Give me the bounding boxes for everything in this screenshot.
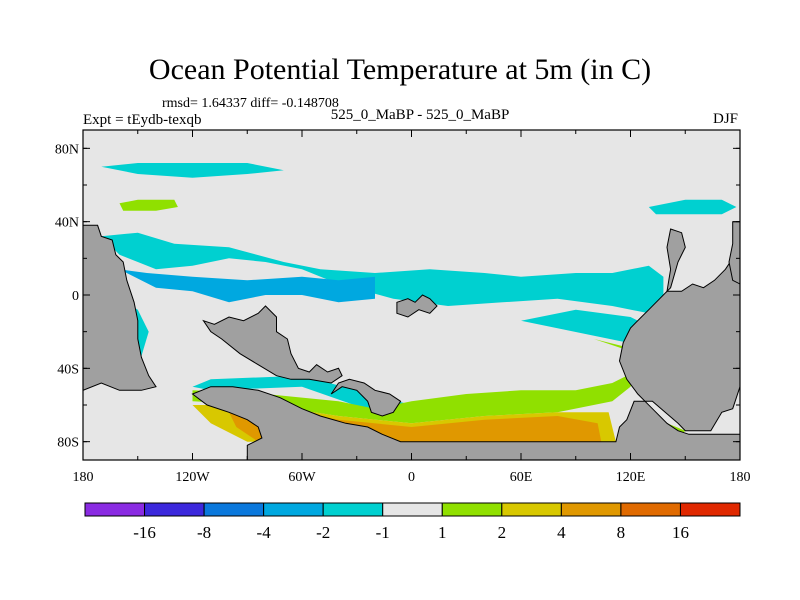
land-mask bbox=[330, 378, 402, 417]
colorbar-label: 1 bbox=[438, 523, 447, 542]
rmsd-stats: rmsd= 1.64337 diff= -0.148708 bbox=[162, 96, 339, 111]
colorbar-label: 2 bbox=[498, 523, 507, 542]
colorbar-box bbox=[382, 502, 443, 517]
colorbar-box bbox=[203, 502, 265, 517]
lon-tick-label: 60W bbox=[288, 470, 316, 485]
lon-tick-label: 120E bbox=[616, 470, 646, 485]
land-mask bbox=[191, 254, 740, 460]
colorbar-label: -1 bbox=[376, 523, 390, 542]
colorbar-box bbox=[501, 502, 562, 517]
contour-region bbox=[192, 309, 667, 413]
land-mask bbox=[202, 305, 343, 384]
colorbar-box bbox=[322, 502, 384, 517]
contour-region bbox=[119, 199, 178, 211]
contour-region bbox=[192, 339, 638, 424]
colorbar-label: -16 bbox=[133, 523, 156, 542]
colorbar-box bbox=[441, 502, 503, 517]
plot-title: Ocean Potential Temperature at 5m (in C) bbox=[148, 53, 652, 86]
colorbar-label: -8 bbox=[197, 523, 211, 542]
season-label: DJF bbox=[712, 111, 738, 127]
colorbar-label: 8 bbox=[617, 523, 626, 542]
colorbar-box bbox=[84, 502, 146, 517]
lon-tick-label: 120W bbox=[175, 470, 210, 485]
experiment-label: Expt = tEydb-texqb bbox=[83, 112, 202, 128]
lat-tick-label: 80S bbox=[57, 436, 79, 451]
colorbar-box bbox=[679, 502, 741, 517]
contour-region bbox=[101, 232, 664, 314]
land-mask bbox=[83, 224, 157, 391]
contour-region bbox=[119, 269, 375, 303]
colorbar-box bbox=[560, 502, 622, 517]
colorbar-label: -2 bbox=[316, 523, 330, 542]
colorbar-boxes: -16 -8 -4 -2 -1 1 2 4 8 16 bbox=[84, 502, 741, 542]
lat-tick-label: 40N bbox=[55, 216, 79, 231]
colorbar-label: 16 bbox=[672, 523, 689, 542]
case-label: 525_0_MaBP - 525_0_MaBP bbox=[330, 107, 510, 123]
colorbar-label: 4 bbox=[557, 523, 566, 542]
colorbar-label: -4 bbox=[257, 523, 272, 542]
contour-region bbox=[101, 163, 284, 178]
lon-tick-label: 0 bbox=[408, 470, 415, 485]
lon-tick-label: 180 bbox=[73, 470, 94, 485]
map-axes: 180 120W 60W 0 60E 120E 180 80N 40N 0 40S 80S bbox=[55, 129, 751, 485]
lat-tick-label: 80N bbox=[55, 142, 79, 157]
lon-tick-label: 180 bbox=[730, 470, 751, 485]
land-mask bbox=[666, 228, 686, 293]
land-mask bbox=[396, 294, 438, 318]
lat-tick-label: 0 bbox=[72, 289, 79, 304]
map-plot-area bbox=[83, 130, 740, 460]
lat-tick-label: 40S bbox=[57, 362, 79, 377]
contour-region bbox=[648, 199, 737, 215]
colorbar-box bbox=[144, 502, 205, 517]
land-mask bbox=[728, 221, 740, 285]
colorbar-box bbox=[263, 502, 324, 517]
lon-tick-label: 60E bbox=[510, 470, 533, 485]
colorbar-box bbox=[620, 502, 681, 517]
